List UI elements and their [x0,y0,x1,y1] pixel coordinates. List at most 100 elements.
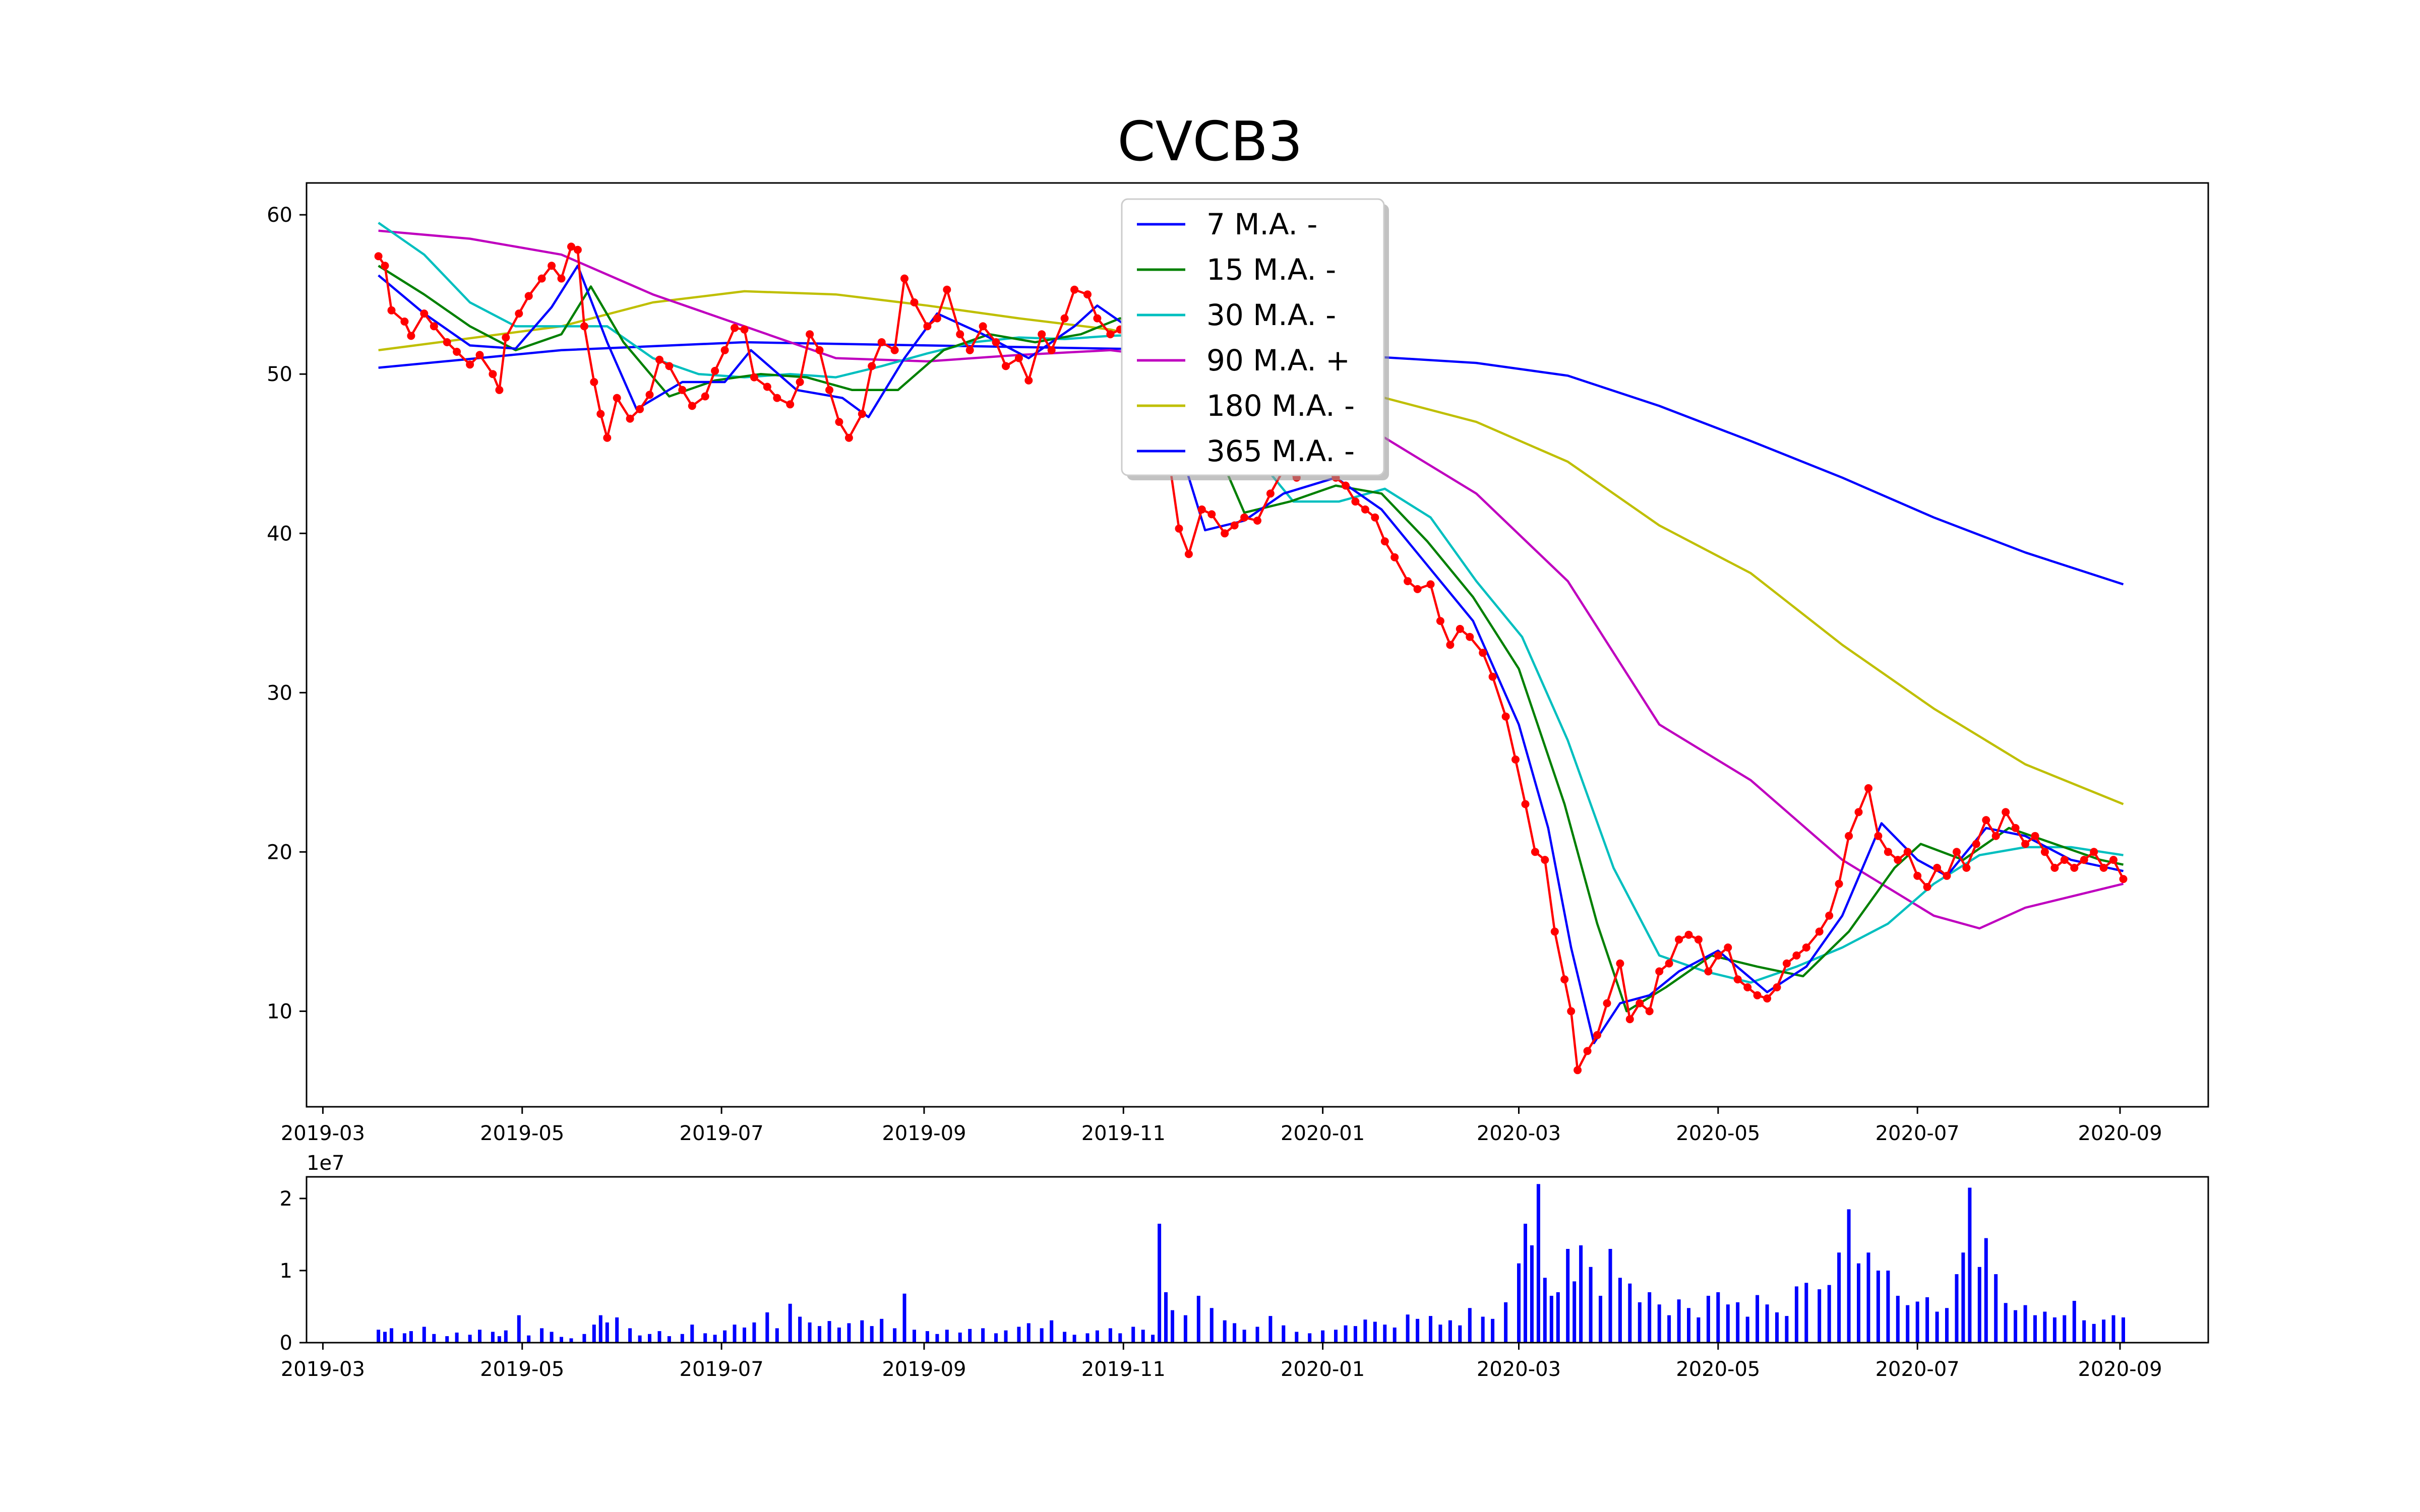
volume-bar [1775,1312,1779,1343]
price-point [1456,624,1464,633]
price-point [1773,983,1781,991]
chart-title: CVCB3 [1117,110,1303,173]
volume-bar [680,1334,684,1343]
price-point [1093,314,1102,323]
volume-plot-area: 0 1 2 2019-03 2019-05 2019-07 2019-09 2019-11 20… [280,1152,2209,1381]
price-point [1753,991,1762,999]
volume-bar [648,1334,651,1343]
volume-bar [703,1333,707,1343]
price-point [466,360,474,369]
price-point [2060,856,2069,864]
volume-bar [765,1312,769,1343]
price-point [1404,577,1412,586]
volume-bar [1599,1296,1602,1343]
price-point [1583,1047,1592,1055]
price-point [711,366,719,375]
volume-bar [1726,1304,1730,1343]
price-point [573,245,582,254]
price-point [613,394,621,402]
price-point [877,338,886,346]
volume-bar [1968,1187,1972,1343]
price-point [2050,863,2059,872]
price-point [1724,943,1732,952]
price-point [2080,856,2088,864]
volume-bar [1183,1315,1187,1343]
price-point [1002,362,1010,370]
price-point [374,252,383,261]
volume-bar [605,1322,609,1343]
volume-bar [2033,1315,2037,1343]
volume-bar [1925,1297,1929,1343]
y-tick-label: 20 [267,841,292,864]
volume-bar [1171,1310,1174,1343]
price-point [453,348,461,356]
price-point [1684,930,1693,939]
volume-bar [1977,1267,1981,1343]
volume-bar [1242,1330,1246,1343]
volume-bar [1886,1271,1890,1343]
price-point [720,346,729,354]
volume-bar [1353,1326,1357,1343]
volume-bar [902,1293,906,1343]
price-point [1894,856,1902,864]
volume-bar [1579,1245,1583,1343]
volume-bar [1050,1320,1054,1343]
price-point [1763,994,1772,1003]
volume-bar [1756,1295,1760,1343]
volume-bar [945,1330,949,1343]
volume-bar [798,1316,802,1343]
x-tick-label: 2020-05 [1676,1358,1760,1381]
legend: 7 M.A. - 15 M.A. - 30 M.A. - 90 M.A. + 180 M… [1121,198,1389,480]
volume-bar [994,1333,998,1343]
volume-bar [1677,1299,1681,1343]
volume-bar [1131,1327,1135,1343]
volume-bar [2082,1320,2086,1343]
volume-bar [958,1333,962,1343]
volume-bar [1416,1318,1420,1343]
volume-bar [628,1328,632,1343]
price-point [515,309,523,318]
price-point [1253,517,1261,525]
volume-bar [1961,1252,1965,1343]
volume-bar [1657,1304,1661,1343]
volume-bar [1406,1314,1410,1343]
x-tick-label: 2020-09 [2078,1122,2162,1145]
volume-bar [1108,1328,1112,1343]
volume-bar [1308,1333,1312,1343]
price-point [1083,290,1092,299]
volume-bar [690,1325,694,1343]
price-point [655,355,663,364]
price-point [1835,879,1843,888]
volume-bar [1383,1325,1387,1343]
volume-bar [733,1325,737,1343]
price-point [1782,959,1791,968]
volume-bar [383,1332,387,1343]
price-point [1240,513,1249,522]
volume-bar [1994,1274,1998,1343]
volume-bar [935,1334,939,1343]
price-point [475,351,484,359]
volume-bar [1945,1308,1949,1343]
volume-bar [847,1323,851,1343]
price-point [387,306,396,314]
legend-label: 365 M.A. - [1206,434,1355,468]
volume-bar [1004,1330,1008,1343]
volume-bar [1687,1308,1690,1343]
price-point [868,362,876,370]
price-point [1714,951,1722,960]
price-point [1593,1031,1601,1039]
volume-bar [569,1338,573,1343]
x-tick-label: 2020-01 [1281,1122,1365,1145]
price-point [2109,856,2118,864]
x-tick-label: 2020-01 [1281,1358,1365,1381]
price-point [2002,808,2010,816]
volume-bar [1543,1278,1547,1343]
volume-bar [1935,1311,1939,1343]
y-tick-label: 40 [267,522,292,545]
volume-bar [2063,1315,2067,1343]
price-point [381,262,389,270]
volume-bar [1072,1335,1076,1343]
price-point [1567,1007,1576,1016]
volume-bar [1209,1308,1214,1343]
